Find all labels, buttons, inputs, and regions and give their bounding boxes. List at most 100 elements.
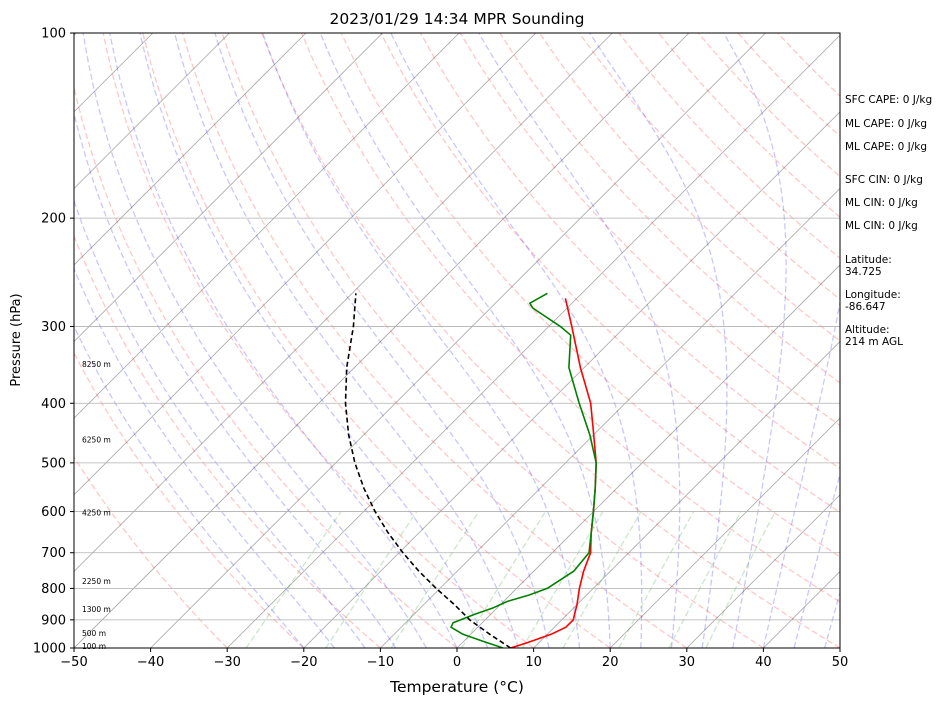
- dry-adiabat-line: [221, 33, 764, 648]
- y-tick-label: 200: [41, 212, 66, 227]
- isotherm-line: [609, 417, 840, 648]
- moist-adiabat-line: [319, 33, 611, 648]
- height-label: 6250 m: [82, 436, 111, 445]
- isotherm-line: [74, 33, 383, 343]
- isotherm-line: [74, 33, 460, 419]
- dry-adiabat-line: [102, 33, 534, 648]
- dry-adiabat-line: [74, 455, 228, 648]
- height-label: 8250 m: [82, 360, 111, 369]
- dry-adiabat-line: [181, 33, 688, 648]
- dry-adiabat-line: [74, 84, 458, 648]
- mixing-ratio-line: [461, 511, 547, 648]
- mixing-ratio-line: [390, 511, 480, 648]
- dewpoint-profile-line: [450, 292, 598, 648]
- moist-adiabat-line: [74, 324, 305, 648]
- temperature-profile-line: [510, 298, 598, 648]
- x-tick-label: −50: [60, 655, 87, 670]
- y-tick-label: 100: [41, 27, 66, 42]
- dry-adiabat-line: [459, 33, 840, 427]
- moist-adiabat-line: [390, 33, 643, 648]
- dry-adiabat-line: [74, 234, 381, 648]
- moist-adiabat-line: [214, 33, 550, 648]
- x-tick-label: −40: [137, 655, 164, 670]
- isotherm-line: [74, 33, 537, 496]
- moist-adiabat-line: [173, 33, 519, 648]
- mixing-ratio-line: [325, 511, 418, 648]
- x-tick-label: −20: [290, 655, 317, 670]
- isotherm-line: [74, 33, 230, 189]
- isotherm-line: [456, 264, 840, 648]
- x-axis-label: Temperature (°C): [389, 678, 524, 696]
- annotation-item: SFC CAPE: 0 J/kg: [845, 94, 933, 106]
- moist-adiabat-line: [82, 33, 427, 648]
- height-label: 100 m: [82, 642, 106, 651]
- isotherm-line: [150, 33, 766, 648]
- isotherm-line: [226, 34, 840, 648]
- isotherm-line: [303, 111, 840, 648]
- mixing-ratio-line: [245, 511, 342, 648]
- annotation-item: ML CAPE: 0 J/kg: [845, 118, 928, 130]
- dry-adiabat-line: [419, 33, 840, 470]
- annotation-item: ML CIN: 0 J/kg: [845, 220, 918, 232]
- y-tick-label: 500: [41, 456, 66, 471]
- y-tick-label: 400: [41, 397, 66, 412]
- isotherm-line: [686, 494, 840, 648]
- height-label: 1300 m: [82, 605, 111, 614]
- moist-adiabat-line: [478, 33, 681, 648]
- annotation-item: ML CAPE: 0 J/kg: [845, 141, 928, 153]
- x-tick-label: −10: [367, 655, 394, 670]
- annotation-item: Altitude: 214 m AGL: [845, 324, 903, 348]
- x-tick-label: 30: [679, 655, 696, 670]
- chart-title: 2023/01/29 14:34 MPR Sounding: [329, 10, 584, 28]
- height-label: 500 m: [82, 629, 106, 638]
- isotherm-line: [74, 33, 690, 648]
- annotation-value: -86.647: [845, 300, 886, 313]
- annotation-label: Altitude:: [845, 324, 890, 336]
- dry-adiabat-line: [380, 33, 840, 514]
- annotation-item: ML CIN: 0 J/kg: [845, 197, 918, 209]
- moist-adiabat-line: [589, 33, 728, 648]
- moist-adiabat-line: [723, 33, 787, 648]
- annotation-value: 214 m AGL: [845, 335, 903, 348]
- x-tick-label: 40: [755, 655, 772, 670]
- annotation-label: Latitude:: [845, 254, 892, 266]
- parcel-path-line: [344, 293, 512, 648]
- moist-adiabat-line: [74, 267, 335, 648]
- y-tick-label: 300: [41, 320, 66, 335]
- moist-adiabat-line: [109, 33, 458, 648]
- y-tick-label: 700: [41, 546, 66, 561]
- dry-adiabat-line: [261, 33, 840, 648]
- dry-adiabat-line: [300, 33, 840, 603]
- isotherm-line: [74, 33, 307, 266]
- annotation-item: Latitude: 34.725: [845, 254, 892, 278]
- y-tick-label: 1000: [33, 642, 66, 657]
- dry-adiabat-line: [142, 33, 611, 648]
- x-tick-label: 20: [602, 655, 619, 670]
- moist-adiabat-line: [824, 590, 840, 648]
- mixing-ratio-line: [705, 511, 776, 648]
- x-tick-label: 0: [453, 655, 461, 670]
- y-axis-label: Pressure (hPa): [9, 293, 24, 386]
- x-tick-label: 10: [525, 655, 542, 670]
- isotherm-line: [380, 187, 840, 648]
- y-tick-label: 800: [41, 582, 66, 597]
- moist-adiabat-line: [74, 198, 366, 648]
- isotherm-line: [533, 341, 840, 648]
- annotation-label: Longitude:: [845, 289, 901, 301]
- annotation-value: 34.725: [845, 265, 882, 278]
- dry-adiabat-line: [578, 33, 840, 301]
- dry-adiabat-line: [499, 33, 840, 384]
- height-label: 2250 m: [82, 577, 111, 586]
- x-tick-label: 50: [832, 655, 849, 670]
- annotation-item: SFC CIN: 0 J/kg: [845, 174, 923, 186]
- x-tick-label: −30: [213, 655, 240, 670]
- moist-adiabat-line: [74, 110, 397, 648]
- annotation-item: Longitude: -86.647: [845, 289, 901, 313]
- moist-adiabat-line: [793, 471, 840, 648]
- moist-adiabat-line: [139, 33, 489, 648]
- y-tick-label: 900: [41, 613, 66, 628]
- y-tick-label: 600: [41, 505, 66, 520]
- height-label: 4250 m: [82, 508, 111, 517]
- dry-adiabat-line: [340, 33, 840, 558]
